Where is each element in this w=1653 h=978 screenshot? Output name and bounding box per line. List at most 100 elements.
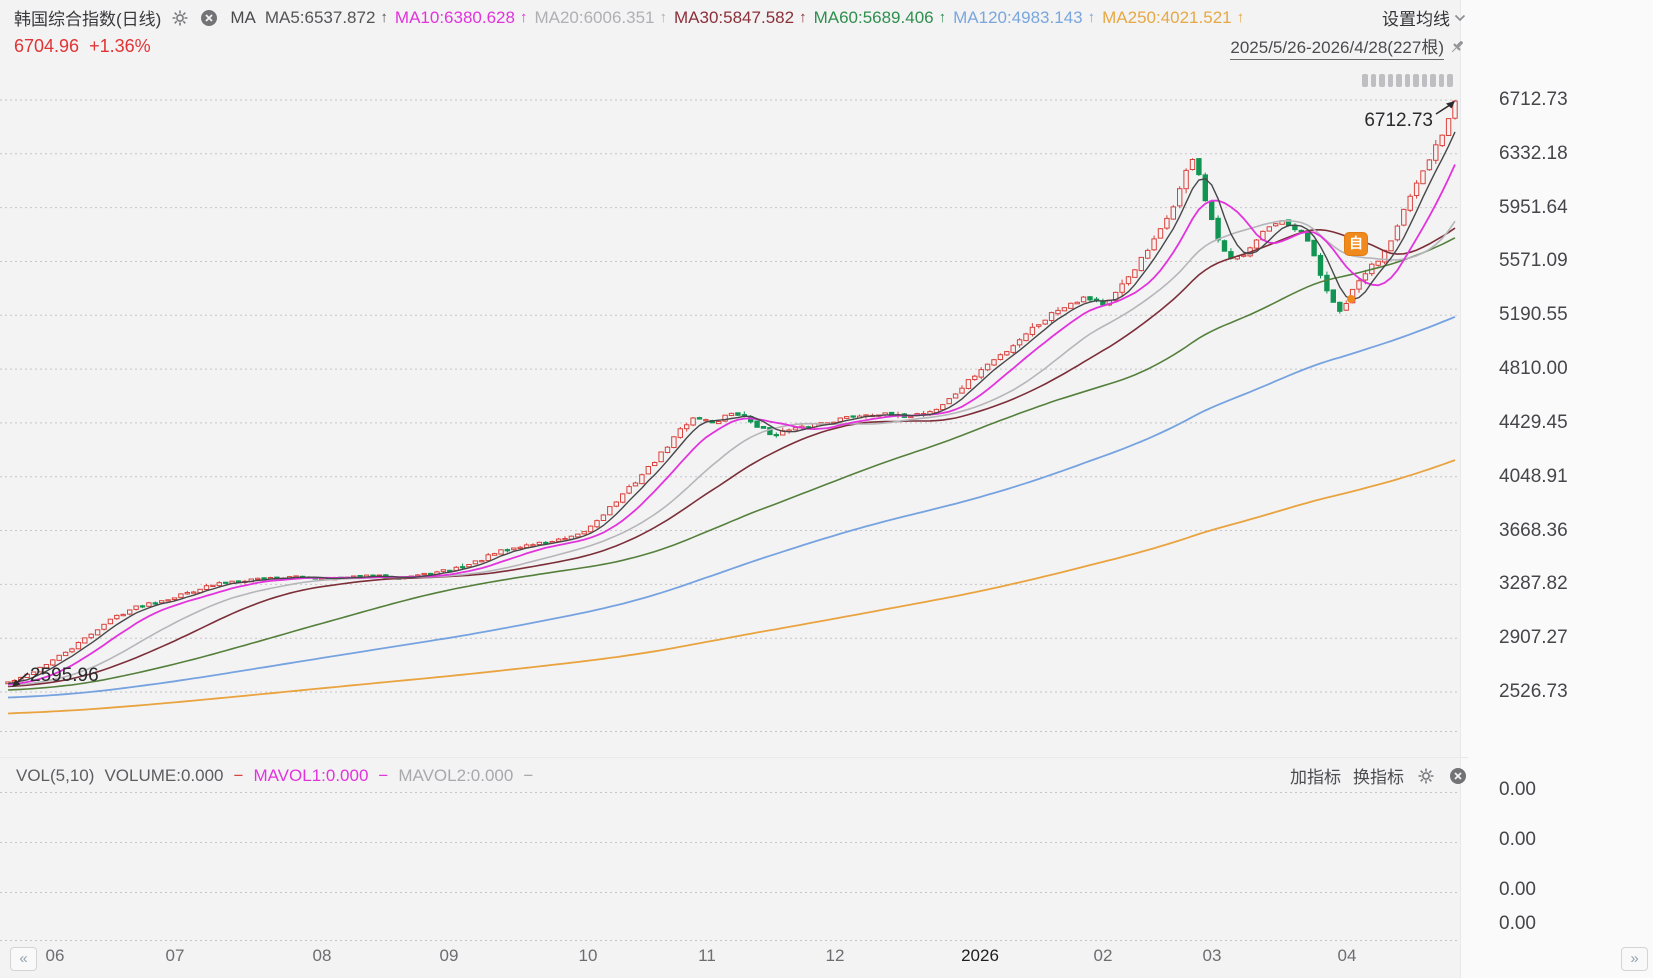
date-range[interactable]: 2025/5/26-2026/4/28(227根) [1230, 33, 1444, 60]
price-axis-label: 5951.64 [1499, 196, 1568, 218]
x-axis-label: 07 [165, 946, 185, 965]
orange-marker-dot [1347, 295, 1355, 303]
price-axis-label: 3668.36 [1499, 519, 1568, 541]
ma-trend-arrow: ↑ [1087, 9, 1096, 26]
mavol1-value: MAVOL1:0.000 [253, 765, 369, 785]
ma-legend-item: MA10:6380.628 [394, 7, 515, 27]
volume-gridline [0, 892, 1460, 893]
ma5-line [7, 131, 1456, 685]
last-price-arrow [1446, 101, 1455, 109]
ma-legend-item: MA120:4983.143 [953, 7, 1083, 27]
price-axis-label: 5190.55 [1499, 304, 1568, 326]
indicator-settings-gear-icon[interactable] [170, 8, 190, 28]
preview-mark [1387, 74, 1393, 87]
ma-legend-item: MA5:6537.872 [264, 7, 376, 27]
volume-dash: − [233, 765, 244, 785]
axis-separator-line [0, 940, 1460, 941]
ma-trend-arrow: ↑ [659, 9, 668, 26]
data-preview-marks [1362, 74, 1458, 87]
volume-gridline [0, 792, 1460, 793]
ma-trend-arrow: ↑ [519, 9, 528, 26]
x-axis-label: 10 [578, 946, 598, 965]
ma-trend-arrow: ↑ [799, 9, 807, 26]
volume-close-icon[interactable] [1448, 766, 1468, 786]
x-axis-label: 04 [1337, 946, 1357, 965]
price-change-percent: +1.36% [89, 36, 151, 56]
volume-settings-gear-icon[interactable] [1416, 766, 1436, 786]
ma-legend-item: MA30:5847.582 [674, 7, 795, 27]
ma-legend-item: MA250:4021.521 [1102, 7, 1232, 27]
x-axis-label: 08 [312, 946, 332, 965]
volume-gridline [0, 842, 1460, 843]
volume-axis-label: 0.00 [1499, 779, 1536, 800]
date-range-wrap: 2025/5/26-2026/4/28(227根) [1230, 33, 1466, 60]
ma-trend-arrow: ↑ [938, 9, 947, 26]
ma-trend-arrow: ↑ [1236, 9, 1245, 26]
price-axis-label: 6712.73 [1499, 89, 1568, 110]
ma30-line [7, 227, 1456, 688]
indicator-close-icon[interactable] [199, 8, 219, 28]
candles [5, 100, 1458, 685]
preview-mark [1421, 74, 1427, 87]
mavol1-dash: − [378, 765, 389, 785]
set-ma-button[interactable]: 设置均线 [1382, 5, 1466, 30]
scroll-left-button[interactable]: « [10, 947, 37, 971]
ma10-line [7, 164, 1456, 686]
vol-indicator-label: VOL(5,10) [16, 765, 95, 785]
x-axis-label: 06 [45, 946, 65, 965]
symbol-title: 韩国综合指数(日线) [14, 10, 162, 29]
first-price-annotation: 2595.96 [30, 665, 99, 686]
price-axis-label: 2907.27 [1499, 627, 1568, 649]
price-axis-label: 2526.73 [1499, 681, 1568, 702]
x-axis-label: 2026 [961, 946, 999, 965]
x-axis-label: 12 [825, 946, 845, 965]
preview-mark [1413, 74, 1419, 87]
price-axis-label: 4429.45 [1499, 411, 1568, 433]
first-price-arrow [12, 679, 21, 687]
scroll-right-button[interactable]: » [1621, 947, 1648, 971]
price-axis-label: 5571.09 [1499, 250, 1568, 272]
ma250-line [7, 459, 1456, 715]
current-price: 6704.96 [14, 36, 80, 56]
pin-icon[interactable] [1449, 38, 1466, 55]
price-axis-label: 4810.00 [1499, 358, 1568, 380]
volume-axis-label: 0.00 [1499, 879, 1536, 900]
price-axis-label: 6332.18 [1499, 142, 1568, 164]
x-axis-label: 11 [698, 946, 716, 965]
chart-background [0, 0, 1460, 978]
mavol2-value: MAVOL2:0.000 [398, 765, 514, 785]
price-axis-column [1460, 0, 1653, 978]
volume-value: VOLUME:0.000 [104, 765, 224, 785]
ma-indicator-label[interactable]: MA [230, 7, 256, 27]
switch-indicator-button[interactable]: 换指标 [1353, 768, 1404, 787]
x-axis-label: 02 [1093, 946, 1113, 965]
preview-mark [1438, 74, 1444, 87]
preview-mark [1430, 74, 1436, 87]
chart-header: 韩国综合指数(日线) MA MA5:6537.872 ↑ MA10:6380.628… [0, 5, 1466, 30]
candlestick-chart[interactable]: 6712.73 2595.96 [0, 60, 1460, 732]
preview-mark [1362, 74, 1368, 87]
ma20-line [7, 219, 1456, 687]
price-axis-label: 4048.91 [1499, 465, 1568, 487]
self-select-badge[interactable]: 自 [1344, 232, 1368, 256]
volume-axis-label: 0.00 [1499, 829, 1536, 850]
chevron-down-icon [1454, 14, 1466, 21]
preview-mark [1379, 74, 1385, 87]
volume-toolbar: 加指标 换指标 [1290, 763, 1468, 788]
x-axis-label: 09 [439, 946, 459, 965]
preview-mark [1370, 74, 1376, 87]
ma-trend-arrow: ↑ [380, 9, 388, 26]
price-axis-label: 3287.82 [1499, 573, 1568, 595]
pane-separator-line [0, 731, 1460, 732]
x-axis-label: 03 [1202, 946, 1222, 965]
price-summary-row: 6704.96 +1.36% 2025/5/26-2026/4/28(227根) [0, 33, 1466, 60]
add-indicator-button[interactable]: 加指标 [1290, 768, 1341, 787]
ma-legend-item: MA20:6006.351 [534, 7, 655, 27]
ma-legend-item: MA60:5689.406 [813, 7, 934, 27]
preview-mark [1404, 74, 1410, 87]
volume-header: VOL(5,10) VOLUME:0.000 − MAVOL1:0.000 − … [0, 757, 1468, 788]
volume-axis-label: 0.00 [1499, 913, 1536, 934]
ma60-line [7, 237, 1456, 691]
mavol2-dash: − [523, 765, 534, 785]
